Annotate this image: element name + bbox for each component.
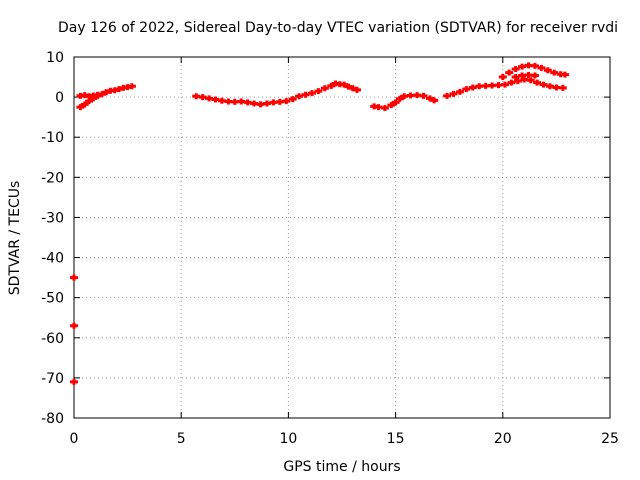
data-point <box>282 98 291 105</box>
data-point <box>301 91 310 98</box>
data-point <box>511 74 520 81</box>
data-point <box>380 104 389 111</box>
y-tick-label: -40 <box>41 251 64 267</box>
data-point <box>395 95 404 102</box>
data-point <box>507 79 516 86</box>
data-point <box>533 79 542 86</box>
y-tick-label: -80 <box>41 411 64 427</box>
y-tick-label: -70 <box>41 371 64 387</box>
y-axis-label: SDTVAR / TECUs <box>7 181 23 296</box>
x-tick-label: 10 <box>279 431 297 447</box>
y-tick-label: -50 <box>41 291 64 307</box>
data-point <box>443 92 452 99</box>
data-point <box>550 69 559 76</box>
data-point <box>348 85 357 92</box>
data-point <box>80 101 89 108</box>
data-point <box>419 92 428 99</box>
data-point <box>344 83 353 90</box>
data-point <box>70 322 78 329</box>
data-point <box>288 96 297 103</box>
data-point <box>70 274 78 281</box>
axis-ticks: 0 5 10 15 20 25 10 0 -10 -20 -30 -40 -50 -60 -70 -80 <box>41 50 619 447</box>
data-point <box>530 72 539 79</box>
y-tick-label: -60 <box>41 331 64 347</box>
data-point <box>391 99 400 106</box>
data-point <box>70 378 78 385</box>
x-tick-label: 25 <box>601 431 619 447</box>
data-point <box>353 86 362 93</box>
data-point <box>127 83 136 90</box>
data-point <box>455 88 464 95</box>
data-point <box>530 62 539 69</box>
x-tick-label: 20 <box>494 431 512 447</box>
data-point <box>307 90 316 97</box>
data-point <box>102 89 111 96</box>
data-point <box>539 81 548 88</box>
data-point <box>558 84 567 91</box>
y-tick-label: 10 <box>46 50 64 66</box>
plot-frame <box>73 56 611 419</box>
data-point <box>462 86 471 93</box>
data-point <box>387 102 396 109</box>
data-point <box>76 104 85 111</box>
series-track-7 <box>511 72 539 81</box>
series-track-3 <box>192 80 362 108</box>
series-track-2 <box>76 91 102 100</box>
y-tick-label: -30 <box>41 210 64 226</box>
x-tick-label: 0 <box>70 431 79 447</box>
data-point <box>513 78 522 85</box>
data-point <box>295 93 304 100</box>
data-point <box>560 71 569 78</box>
data-point <box>430 97 439 104</box>
series-track-4 <box>370 92 439 111</box>
data-point <box>505 69 514 76</box>
data-point <box>498 74 507 81</box>
data-point <box>511 66 520 73</box>
x-axis-label: GPS time / hours <box>283 459 400 475</box>
x-tick-label: 15 <box>387 431 405 447</box>
series-outliers <box>70 274 78 385</box>
data-point <box>327 82 336 89</box>
data-point <box>526 77 535 84</box>
data-point <box>320 85 329 92</box>
data-point <box>425 95 434 102</box>
grid <box>74 57 610 418</box>
data-point <box>314 88 323 95</box>
chart-title: Day 126 of 2022, Sidereal Day-to-day VTE… <box>58 20 618 36</box>
series-track-5 <box>443 76 567 99</box>
y-tick-label: 0 <box>55 90 64 106</box>
data-point <box>543 67 552 74</box>
x-tick-label: 5 <box>177 431 186 447</box>
data-point <box>449 90 458 97</box>
y-tick-label: -10 <box>41 130 64 146</box>
data-points <box>70 62 569 385</box>
y-tick-label: -20 <box>41 170 64 186</box>
data-point <box>537 64 546 71</box>
data-point <box>340 81 349 88</box>
data-point <box>93 91 102 98</box>
series-track-6 <box>498 62 569 81</box>
data-point <box>500 81 509 88</box>
